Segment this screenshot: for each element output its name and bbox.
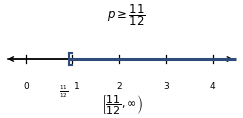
Text: $p \geq \dfrac{11}{12}$: $p \geq \dfrac{11}{12}$ bbox=[107, 3, 146, 28]
Text: 3: 3 bbox=[163, 82, 169, 91]
Text: 1: 1 bbox=[74, 82, 80, 91]
Text: 0: 0 bbox=[23, 82, 29, 91]
Text: $\frac{11}{12}$: $\frac{11}{12}$ bbox=[59, 84, 68, 100]
Text: $\left[\dfrac{11}{12}, \infty\right)$: $\left[\dfrac{11}{12}, \infty\right)$ bbox=[101, 94, 142, 117]
Text: 4: 4 bbox=[210, 82, 215, 91]
Text: 2: 2 bbox=[116, 82, 122, 91]
